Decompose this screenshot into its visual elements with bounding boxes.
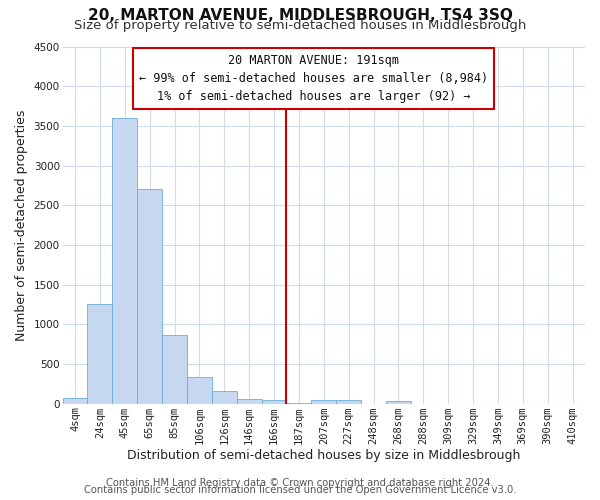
Bar <box>237 399 262 404</box>
Bar <box>386 402 411 404</box>
Bar <box>187 378 212 404</box>
Bar <box>137 190 162 404</box>
Text: 20, MARTON AVENUE, MIDDLESBROUGH, TS4 3SQ: 20, MARTON AVENUE, MIDDLESBROUGH, TS4 3S… <box>88 8 512 22</box>
Bar <box>212 390 237 404</box>
X-axis label: Distribution of semi-detached houses by size in Middlesbrough: Distribution of semi-detached houses by … <box>127 450 520 462</box>
Text: Contains HM Land Registry data © Crown copyright and database right 2024.: Contains HM Land Registry data © Crown c… <box>106 478 494 488</box>
Y-axis label: Number of semi-detached properties: Number of semi-detached properties <box>15 110 28 341</box>
Bar <box>262 400 286 404</box>
Bar <box>311 400 336 404</box>
Bar <box>162 336 187 404</box>
Text: Contains public sector information licensed under the Open Government Licence v3: Contains public sector information licen… <box>84 485 516 495</box>
Text: Size of property relative to semi-detached houses in Middlesbrough: Size of property relative to semi-detach… <box>74 18 526 32</box>
Text: 20 MARTON AVENUE: 191sqm
← 99% of semi-detached houses are smaller (8,984)
1% of: 20 MARTON AVENUE: 191sqm ← 99% of semi-d… <box>139 54 488 102</box>
Bar <box>88 304 112 404</box>
Bar <box>336 400 361 404</box>
Bar <box>62 398 88 404</box>
Bar <box>112 118 137 404</box>
